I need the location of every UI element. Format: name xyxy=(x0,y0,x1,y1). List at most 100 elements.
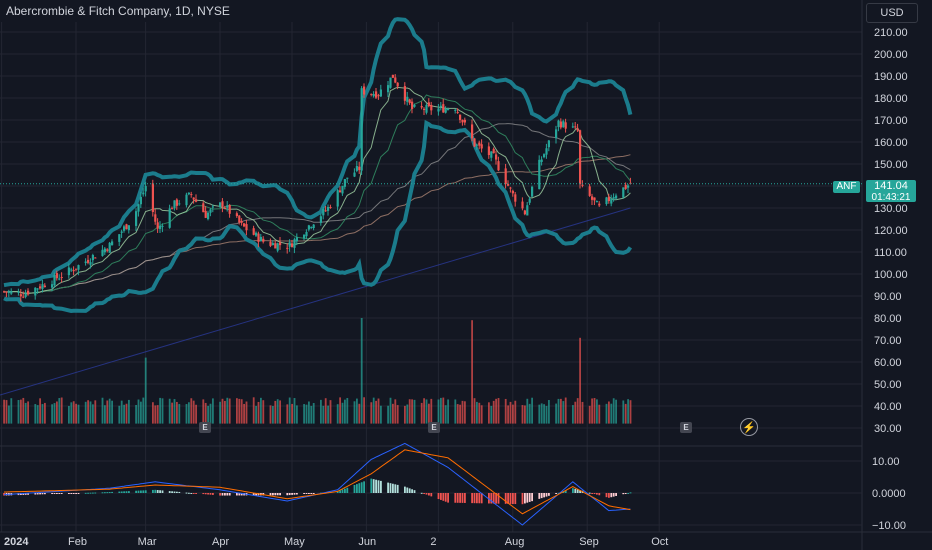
macd-histogram-bar xyxy=(228,493,231,496)
volume-bar xyxy=(360,318,363,424)
candle xyxy=(252,228,255,235)
volume-bar xyxy=(17,400,20,424)
price-axis-label: 210.00 xyxy=(874,27,908,39)
volume-bar xyxy=(324,398,327,424)
volume-bar xyxy=(89,401,92,424)
volume-bar xyxy=(243,403,245,424)
countdown: 01:43:21 xyxy=(871,192,911,203)
macd-histogram-bar xyxy=(394,484,397,493)
macd-histogram-bar xyxy=(404,486,406,493)
macd-histogram-bar xyxy=(557,492,560,494)
volume-bar xyxy=(135,404,137,424)
macd-histogram-bar xyxy=(480,493,483,504)
volume-bar xyxy=(68,405,70,424)
candle xyxy=(413,104,416,107)
candle xyxy=(459,114,462,120)
macd-histogram-bar xyxy=(128,491,130,493)
candle xyxy=(610,198,613,204)
volume-bar xyxy=(627,399,629,424)
volume-bar xyxy=(128,399,130,424)
candle xyxy=(262,238,265,242)
candle xyxy=(228,204,231,214)
candle xyxy=(91,254,94,261)
candle xyxy=(487,146,490,156)
macd-histogram-bar xyxy=(24,493,27,495)
candle xyxy=(84,261,87,264)
candle xyxy=(471,124,474,139)
candle xyxy=(336,190,339,207)
lightning-icon[interactable]: ⚡ xyxy=(740,418,758,436)
volume-bar xyxy=(612,398,615,424)
candle xyxy=(243,223,246,227)
volume-bar xyxy=(394,399,397,424)
volume-bar xyxy=(545,405,548,424)
macd-histogram-bar xyxy=(195,493,197,494)
candle xyxy=(571,126,574,128)
macd-histogram-bar xyxy=(512,493,514,504)
volume-bar xyxy=(240,399,243,424)
volume-bar xyxy=(576,398,579,424)
macd-histogram-bar xyxy=(293,493,296,495)
candle xyxy=(223,207,226,209)
macd-histogram-bar xyxy=(221,493,224,496)
candle xyxy=(118,234,121,242)
candle xyxy=(291,243,294,248)
candle xyxy=(379,89,382,97)
macd-histogram-bar xyxy=(291,493,293,495)
candle xyxy=(259,236,262,242)
macd-histogram-bar xyxy=(588,492,591,494)
macd-histogram-bar xyxy=(178,491,181,493)
macd-histogram-bar xyxy=(425,493,428,495)
volume-bar xyxy=(437,399,440,424)
price-axis-label: 50.00 xyxy=(874,379,902,391)
candle xyxy=(127,225,130,231)
candle xyxy=(17,291,20,293)
currency-button[interactable]: USD xyxy=(866,3,918,23)
volume-bar xyxy=(444,405,447,424)
earnings-marker[interactable]: E xyxy=(428,422,440,433)
volume-bar xyxy=(212,398,214,424)
candle xyxy=(87,259,90,263)
volume-bar xyxy=(171,402,173,424)
macd-histogram-bar xyxy=(255,493,257,496)
macd-histogram-bar xyxy=(629,492,632,494)
macd-histogram-bar xyxy=(543,493,545,498)
macd-histogram-bar xyxy=(224,493,226,496)
volume-bar xyxy=(344,399,346,424)
volume-bar xyxy=(341,402,344,424)
volume-bar xyxy=(555,403,557,424)
candle xyxy=(70,269,73,271)
volume-bar xyxy=(56,401,58,424)
macd-axis-label: 0.0000 xyxy=(872,488,906,500)
time-axis-label: Sep xyxy=(579,536,599,548)
candle xyxy=(559,121,562,128)
candle xyxy=(235,213,238,217)
macd-histogram-bar xyxy=(430,493,433,497)
candle xyxy=(461,119,464,123)
volume-bar xyxy=(137,399,140,424)
earnings-marker[interactable]: E xyxy=(199,422,211,433)
volume-bar xyxy=(291,403,293,424)
volume-bar xyxy=(346,398,349,424)
macd-signal-line xyxy=(4,449,631,515)
earnings-marker[interactable]: E xyxy=(680,422,692,433)
volume-bar xyxy=(622,400,625,424)
macd-histogram-bar xyxy=(305,493,308,494)
candle xyxy=(204,210,207,218)
volume-bar xyxy=(207,405,209,424)
sma-20-line xyxy=(3,94,631,294)
macd-histogram-bar xyxy=(478,493,481,504)
macd-histogram-bar xyxy=(135,490,137,493)
candle xyxy=(3,291,6,293)
candle xyxy=(370,93,373,95)
volume-bar xyxy=(562,401,565,424)
macd-histogram-bar xyxy=(336,491,339,493)
candle xyxy=(576,128,579,131)
macd-histogram-bar xyxy=(408,488,411,493)
macd-histogram-bar xyxy=(89,492,92,494)
price-axis-label: 150.00 xyxy=(874,159,908,171)
macd-axis-label: −10.00 xyxy=(872,520,906,532)
volume-bar xyxy=(108,398,111,424)
last-price: 141.04 xyxy=(874,180,908,192)
